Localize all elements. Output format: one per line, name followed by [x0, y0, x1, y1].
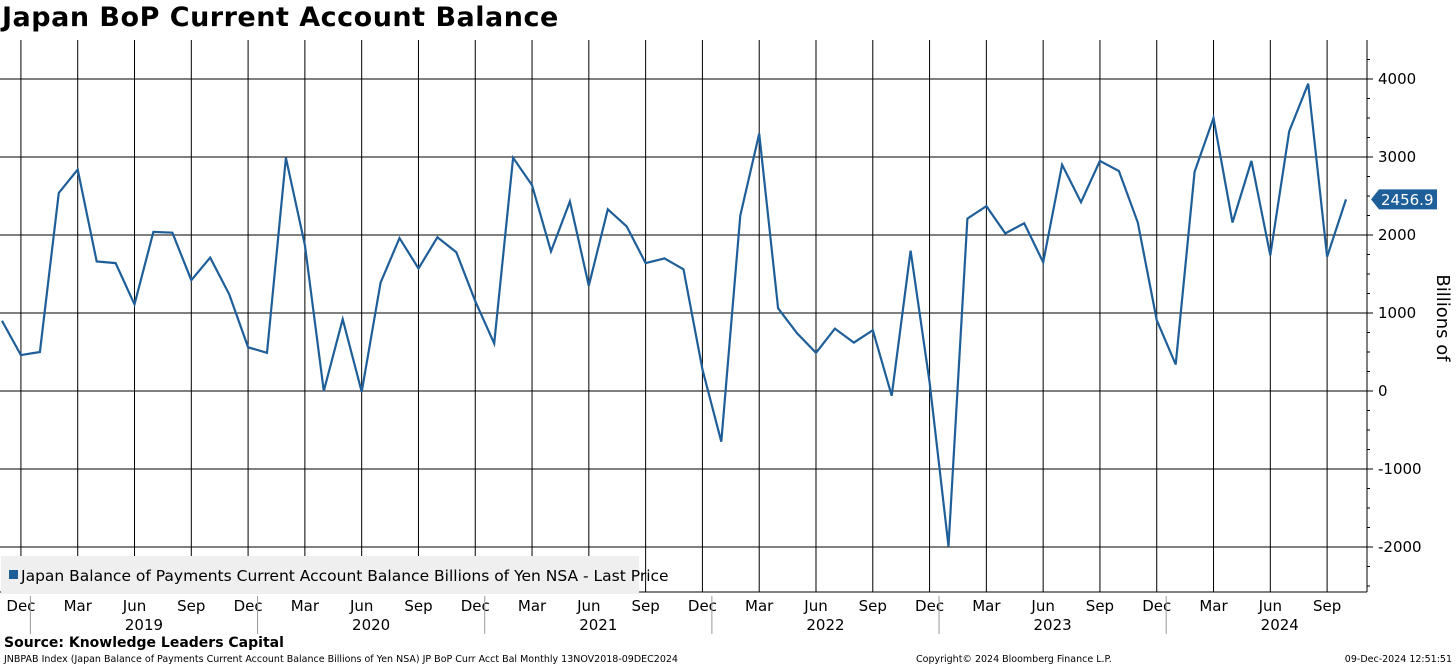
x-month-label: Mar: [1199, 597, 1228, 615]
y-tick-label: 0: [1378, 382, 1388, 400]
y-tick-label: -2000: [1378, 538, 1422, 556]
y-axis-label: Billions of: [1432, 274, 1453, 362]
x-month-label: Jun: [1030, 597, 1054, 615]
x-month-label: Jun: [803, 597, 827, 615]
y-tick-label: -1000: [1378, 460, 1422, 478]
x-month-label: Sep: [1313, 597, 1341, 615]
x-month-label: Dec: [1142, 597, 1171, 615]
x-month-label: Sep: [404, 597, 432, 615]
x-month-label: Jun: [349, 597, 373, 615]
x-month-label: Sep: [177, 597, 205, 615]
x-year-label: 2023: [1034, 616, 1072, 634]
y-tick-label: 2000: [1378, 226, 1416, 244]
last-value-label: 2456.9: [1381, 191, 1434, 209]
legend-swatch: [9, 570, 18, 579]
y-tick-label: 3000: [1378, 148, 1416, 166]
y-tick-label: 4000: [1378, 70, 1416, 88]
x-month-label: Dec: [6, 597, 35, 615]
x-month-label: Mar: [972, 597, 1001, 615]
x-month-label: Mar: [745, 597, 774, 615]
x-month-label: Sep: [1086, 597, 1114, 615]
last-value-flag: [1371, 189, 1437, 210]
x-month-label: Dec: [915, 597, 944, 615]
x-month-label: Sep: [859, 597, 887, 615]
x-month-label: Mar: [291, 597, 320, 615]
chart-canvas: 4000 3000 2000 1000 0 -1000 -2000 Dec Mar Jun Sep D…: [0, 40, 1453, 634]
footer-copyright: Copyright© 2024 Bloomberg Finance L.P.: [916, 654, 1112, 665]
legend-background: [1, 556, 639, 594]
x-month-label: Dec: [461, 597, 490, 615]
chart-title: Japan BoP Current Account Balance: [2, 2, 559, 33]
footer-description: JNBPAB Index (Japan Balance of Payments …: [4, 654, 678, 665]
x-year-label: 2024: [1261, 616, 1299, 634]
x-year-label: 2019: [125, 616, 163, 634]
x-month-label: Dec: [688, 597, 717, 615]
x-month-label: Mar: [518, 597, 547, 615]
x-month-label: Jun: [122, 597, 146, 615]
legend-label: Japan Balance of Payments Current Accoun…: [20, 567, 669, 585]
source-note: Source: Knowledge Leaders Capital: [4, 635, 284, 651]
y-tick-label: 1000: [1378, 304, 1416, 322]
footer-timestamp: 09-Dec-2024 12:51:51: [1344, 654, 1452, 665]
x-month-label: Jun: [576, 597, 600, 615]
x-month-label: Jun: [1258, 597, 1282, 615]
x-month-label: Sep: [631, 597, 659, 615]
series-line: [1, 83, 1348, 547]
x-year-label: 2021: [579, 616, 617, 634]
legend[interactable]: Japan Balance of Payments Current Accoun…: [1, 556, 669, 594]
x-year-label: 2020: [352, 616, 390, 634]
x-year-label: 2022: [806, 616, 844, 634]
x-month-label: Dec: [234, 597, 263, 615]
x-month-label: Mar: [64, 597, 93, 615]
